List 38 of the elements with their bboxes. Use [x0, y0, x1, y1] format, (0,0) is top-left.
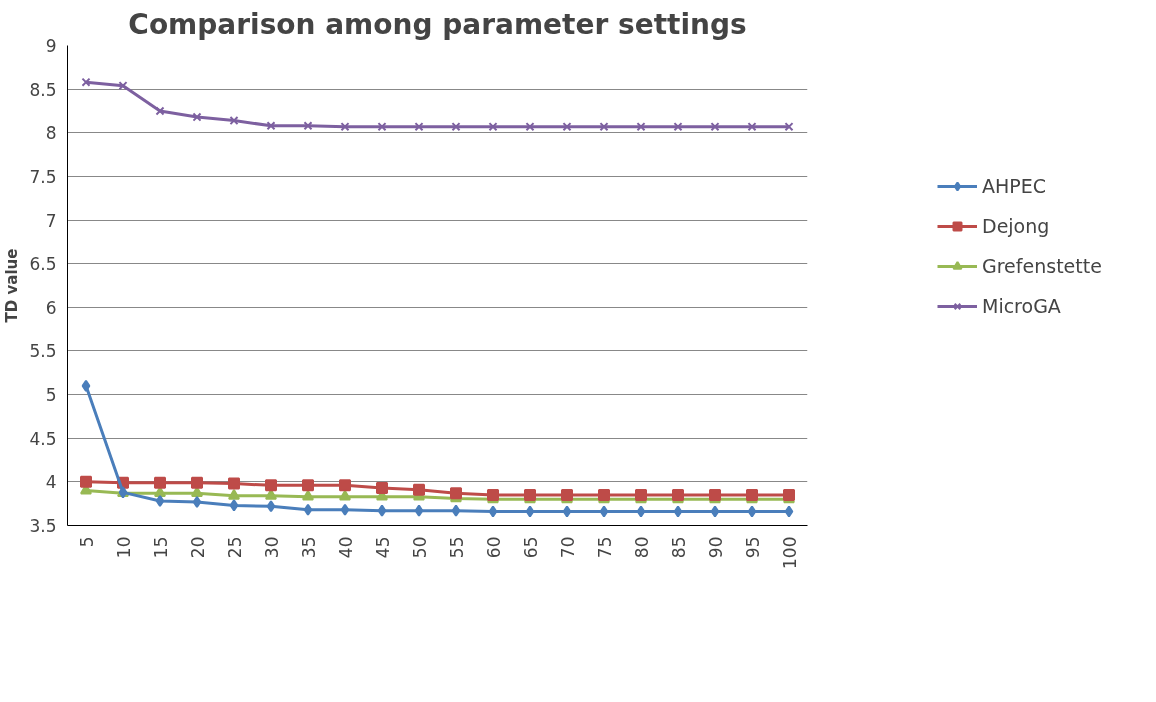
x-tick-label: 80	[631, 536, 652, 559]
y-tick-label: 3.5	[29, 516, 57, 536]
y-tick-label: 6.5	[29, 254, 57, 275]
y-tick-label: 7	[45, 210, 57, 231]
x-tick-label: 40	[335, 536, 356, 559]
x-tick-label: 65	[520, 536, 541, 559]
x-tick-label: 100	[779, 536, 800, 569]
y-tick-label: 5	[45, 385, 57, 406]
x-tick-label: 50	[409, 536, 430, 559]
legend-label: MicroGA	[982, 295, 1061, 317]
x-tick-label: 75	[594, 536, 615, 559]
legend-label: Dejong	[982, 215, 1050, 237]
x-tick-label: 60	[483, 536, 504, 559]
x-tick-label: 15	[150, 536, 171, 559]
chart-title: Comparison among parameter settings	[128, 7, 747, 41]
x-tick-label: 70	[557, 536, 578, 559]
x-tick-label: 5	[76, 536, 97, 548]
y-tick-label: 4.5	[29, 428, 57, 449]
x-tick-label: 95	[742, 536, 763, 559]
y-tick-label: 9	[45, 36, 57, 56]
y-tick-label: 8	[45, 123, 57, 144]
x-tick-label: 55	[446, 536, 467, 559]
y-axis-title: TD value	[3, 248, 22, 323]
x-tick-label: 20	[187, 536, 208, 559]
x-tick-label: 85	[668, 536, 689, 559]
y-tick-label: 8.5	[29, 79, 57, 100]
legend-label: AHPEC	[982, 175, 1047, 197]
y-tick-label: 7.5	[29, 166, 57, 187]
y-tick-label: 4	[45, 472, 57, 493]
x-tick-label: 30	[261, 536, 282, 559]
x-tick-label: 35	[298, 536, 319, 559]
x-tick-label: 25	[224, 536, 245, 559]
x-tick-label: 90	[705, 536, 726, 559]
y-tick-label: 5.5	[29, 341, 57, 362]
legend-label: Grefenstette	[982, 255, 1102, 277]
x-tick-label: 45	[372, 536, 393, 559]
x-tick-label: 10	[113, 536, 134, 559]
y-tick-label: 6	[45, 297, 57, 318]
